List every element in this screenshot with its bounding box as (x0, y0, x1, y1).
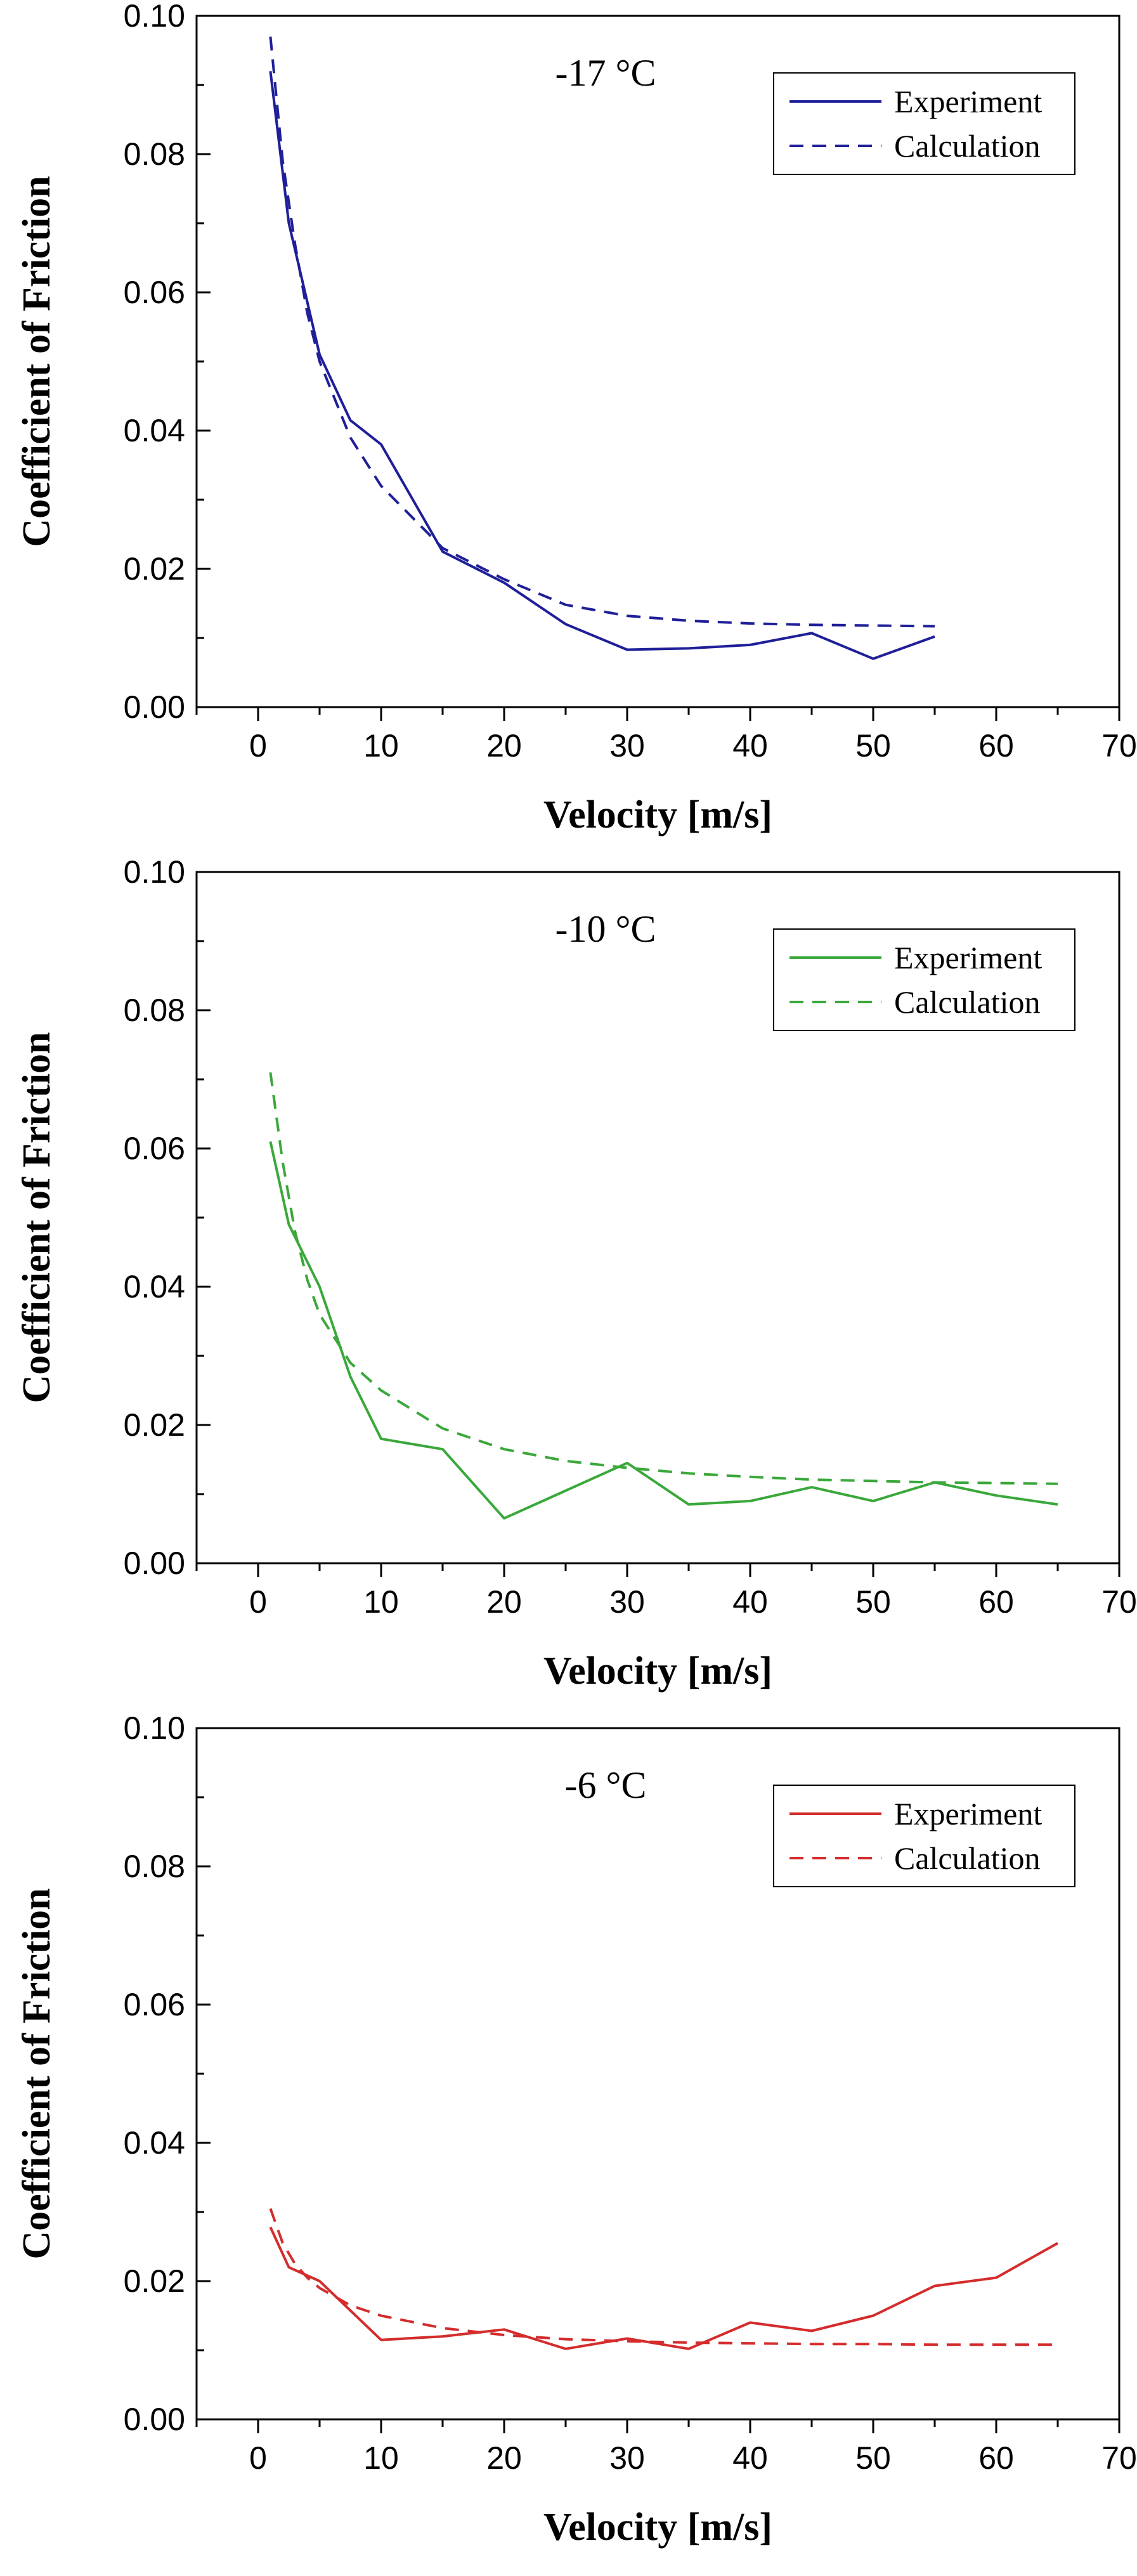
legend-label: Calculation (894, 984, 1041, 1020)
legend-label: Calculation (894, 128, 1041, 164)
x-tick-label: 20 (486, 1584, 522, 1620)
legend: Experiment Calculation (773, 72, 1075, 175)
y-axis-title: Coefficient of Friction (15, 1032, 58, 1403)
y-tick-label: 0.10 (124, 1710, 185, 1746)
panel-title: -17 °C (556, 52, 656, 94)
x-axis-title: Velocity [m/s] (543, 1649, 772, 1693)
y-tick-label: 0.00 (124, 2402, 185, 2437)
series-line-experiment (269, 2227, 1058, 2350)
x-tick-label: 30 (609, 1584, 645, 1620)
panel-title: -6 °C (565, 1764, 647, 1806)
legend-box (773, 1785, 1075, 1887)
legend-label: Experiment (894, 1796, 1042, 1831)
y-tick-label: 0.08 (124, 992, 185, 1028)
series-line-calculation (269, 2208, 1058, 2346)
x-tick-label: 10 (363, 1584, 399, 1620)
x-tick-label: 70 (1101, 728, 1137, 764)
chart-panel-2: 0.00 0.02 0.04 0.06 0.08 0.10 0 10 20 30 40 50 60 70 V… (15, 854, 1137, 1693)
series-line-calculation (269, 1072, 1058, 1485)
y-tick-label: 0.06 (124, 275, 185, 310)
x-tick-label: 10 (363, 2440, 399, 2476)
x-tick-label: 30 (609, 728, 645, 764)
chart-panels: 0.00 0.02 0.04 0.06 0.08 0.10 0 10 20 30 40 50 60 70 V… (15, 0, 1137, 2549)
y-tick-label: 0.04 (124, 413, 185, 448)
series-line-experiment (269, 1141, 1058, 1520)
y-tick-label: 0.02 (124, 551, 185, 587)
y-tick-label: 0.02 (124, 1407, 185, 1443)
series-line-experiment (269, 70, 935, 660)
x-tick-label: 0 (249, 2440, 267, 2476)
x-tick-label: 10 (363, 728, 399, 764)
x-tick-label: 60 (978, 2440, 1014, 2476)
y-tick-label: 0.08 (124, 1849, 185, 1884)
y-tick-label: 0.06 (124, 1987, 185, 2022)
y-tick-label: 0.10 (124, 0, 185, 34)
legend-label: Experiment (894, 84, 1042, 119)
x-tick-label: 70 (1101, 1584, 1137, 1620)
legend: Experiment Calculation (773, 928, 1075, 1031)
x-tick-label: 50 (855, 2440, 891, 2476)
y-tick-label: 0.04 (124, 1269, 185, 1304)
legend-label: Experiment (894, 940, 1042, 975)
chart-panel-3: 0.00 0.02 0.04 0.06 0.08 0.10 0 10 20 30 40 50 60 70 V… (15, 1710, 1137, 2549)
x-tick-label: 20 (486, 728, 522, 764)
y-tick-label: 0.04 (124, 2125, 185, 2161)
legend: Experiment Calculation (773, 1785, 1075, 1887)
x-tick-label: 60 (978, 1584, 1014, 1620)
x-axis-title: Velocity [m/s] (543, 793, 772, 836)
x-tick-label: 40 (732, 2440, 768, 2476)
x-tick-label: 50 (855, 1584, 891, 1620)
panel-title: -10 °C (556, 908, 656, 950)
x-tick-label: 30 (609, 2440, 645, 2476)
x-tick-label: 60 (978, 728, 1014, 764)
y-tick-label: 0.02 (124, 2263, 185, 2299)
x-tick-label: 50 (855, 728, 891, 764)
y-tick-label: 0.08 (124, 136, 185, 172)
chart-panel-1: 0.00 0.02 0.04 0.06 0.08 0.10 0 10 20 30 40 50 60 70 V… (15, 0, 1137, 836)
x-tick-label: 0 (249, 1584, 267, 1620)
y-axis-title: Coefficient of Friction (15, 1888, 58, 2259)
x-tick-label: 0 (249, 728, 267, 764)
y-tick-label: 0.00 (124, 1545, 185, 1581)
y-tick-label: 0.10 (124, 854, 185, 890)
x-tick-label: 40 (732, 1584, 768, 1620)
y-tick-label: 0.06 (124, 1131, 185, 1166)
x-axis-title: Velocity [m/s] (543, 2506, 772, 2549)
x-tick-label: 70 (1101, 2440, 1137, 2476)
x-tick-label: 40 (732, 728, 768, 764)
legend-box (773, 72, 1075, 175)
legend-box (773, 928, 1075, 1031)
x-tick-label: 20 (486, 2440, 522, 2476)
legend-label: Calculation (894, 1840, 1041, 1876)
y-axis-title: Coefficient of Friction (15, 176, 58, 547)
y-tick-label: 0.00 (124, 689, 185, 725)
